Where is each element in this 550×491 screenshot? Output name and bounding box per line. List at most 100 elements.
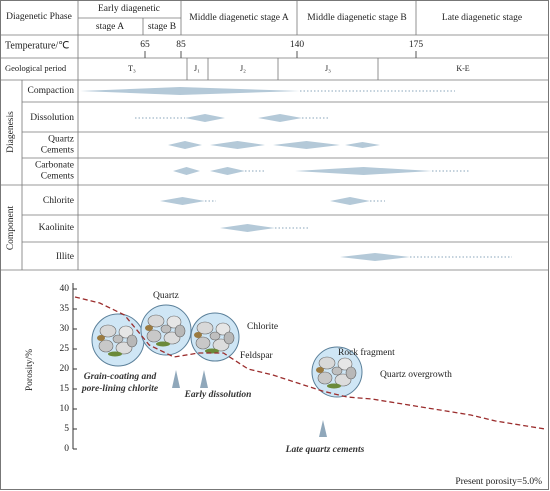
- stage: Middle diagenetic stage B: [307, 13, 406, 23]
- grain: [215, 322, 231, 336]
- feldspar: [316, 367, 324, 373]
- marker-arrow: [200, 370, 208, 388]
- section-label: Component: [6, 205, 16, 250]
- stage: Late diagenetic stage: [442, 13, 522, 23]
- y-tick-label: 25: [60, 344, 70, 354]
- grain: [147, 314, 165, 328]
- process-label: Illite: [56, 252, 74, 262]
- feldspar: [145, 325, 153, 331]
- grain: [112, 334, 124, 344]
- spindle: [345, 142, 380, 148]
- chlorite: [327, 383, 341, 389]
- chlorite: [205, 348, 219, 354]
- feldspar: [194, 332, 202, 338]
- grain: [345, 366, 357, 380]
- spindle: [340, 253, 410, 261]
- temperature-tick-label: 140: [290, 40, 305, 50]
- y-tick-label: 15: [60, 384, 70, 394]
- early-stage: Early diagenetic: [98, 4, 160, 14]
- y-tick-label: 40: [60, 284, 70, 294]
- grain: [166, 315, 182, 329]
- present-porosity: Present porosity=5.0%: [455, 477, 542, 487]
- chlorite: [156, 341, 170, 347]
- marker-arrow: [319, 420, 327, 437]
- substage: stage B: [148, 22, 176, 32]
- period-label: K-E: [456, 64, 469, 73]
- annotation: Late quartz cements: [285, 445, 365, 455]
- process-label: Carbonate: [35, 161, 74, 171]
- spindle: [160, 197, 205, 205]
- grain: [118, 325, 134, 339]
- grain: [146, 329, 162, 343]
- period-label: J₃: [325, 64, 331, 73]
- spindle: [185, 114, 225, 122]
- grain: [331, 366, 343, 376]
- spindle: [258, 114, 302, 122]
- y-tick-label: 10: [60, 404, 70, 414]
- spindle: [330, 197, 370, 205]
- period-label: Geological period: [5, 63, 67, 73]
- process-label: Dissolution: [30, 113, 74, 123]
- period-label: J₂: [240, 64, 246, 73]
- substage: stage A: [96, 22, 124, 32]
- process-label: Cements: [41, 172, 75, 182]
- annotation: Chlorite: [247, 322, 278, 332]
- period-label: J₁: [194, 64, 200, 73]
- process-label: Kaolinite: [39, 223, 74, 233]
- grain: [126, 334, 138, 348]
- grain: [223, 331, 235, 345]
- period-label: T₃: [128, 64, 136, 73]
- temperature-tick-label: 65: [140, 40, 150, 50]
- y-tick-label: 5: [64, 424, 69, 434]
- grain: [317, 371, 333, 385]
- y-axis-label: Porosity/%: [25, 349, 35, 391]
- feldspar: [97, 335, 105, 341]
- annotation: pore-lining chlorite: [81, 384, 159, 394]
- y-tick-label: 0: [64, 444, 69, 454]
- section-label: Diagenesis: [6, 111, 16, 153]
- grain: [160, 324, 172, 334]
- temperature-tick-label: 175: [409, 40, 424, 50]
- spindle: [295, 167, 432, 175]
- grain: [99, 324, 117, 338]
- annotation: Rock fragment: [338, 347, 395, 358]
- grain-sketch: [311, 346, 363, 398]
- grain: [196, 321, 214, 335]
- marker-arrow: [172, 370, 180, 388]
- spindle: [210, 141, 265, 149]
- grain: [174, 324, 186, 338]
- grain: [98, 339, 114, 353]
- grain-sketch: [140, 304, 192, 356]
- spindle: [80, 87, 300, 95]
- phase-label: Diagenetic Phase: [6, 12, 72, 22]
- y-tick-label: 35: [60, 304, 70, 314]
- temperature-tick-label: 85: [176, 40, 186, 50]
- spindle: [220, 224, 275, 232]
- process-label: Chlorite: [43, 196, 74, 206]
- porosity-curve: [74, 296, 546, 430]
- grain: [209, 331, 221, 341]
- y-tick-label: 20: [60, 364, 70, 374]
- y-tick-label: 30: [60, 324, 70, 334]
- chlorite: [108, 351, 122, 357]
- stage: Middle diagenetic stage A: [189, 13, 289, 23]
- spindle: [210, 167, 245, 175]
- annotation: Quartz overgrowth: [380, 370, 452, 380]
- annotation: Early dissolution: [184, 390, 252, 400]
- grain: [195, 336, 211, 350]
- process-label: Compaction: [28, 86, 75, 96]
- spindle: [273, 141, 340, 149]
- spindle: [173, 167, 200, 175]
- grain-sketch: [91, 313, 145, 367]
- annotation: Feldspar: [240, 351, 274, 361]
- spindle: [168, 141, 202, 149]
- grain: [318, 356, 336, 370]
- grid-lines: [0, 0, 549, 271]
- grain: [337, 357, 353, 371]
- annotation: Grain-coating and: [84, 372, 157, 382]
- temperature-label: Temperature/℃: [5, 40, 69, 51]
- annotation: Quartz: [153, 291, 179, 301]
- grain-sketch: [190, 312, 240, 362]
